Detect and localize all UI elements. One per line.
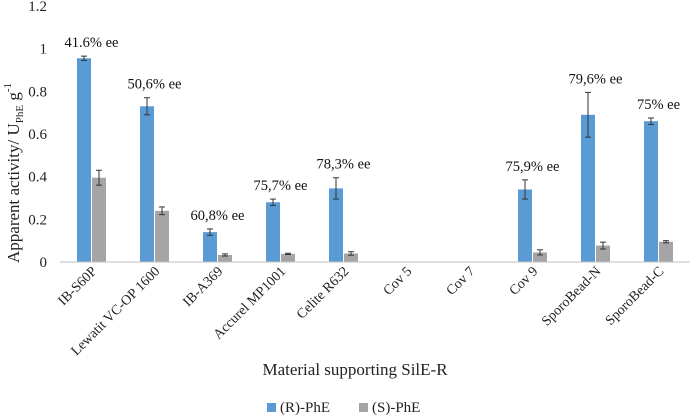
y-tick-label: 0.2	[28, 212, 47, 228]
ee-annotation: 60,8% ee	[191, 208, 245, 224]
x-axis-title: Material supporting SilE-R	[262, 360, 448, 379]
y-tick-label: 0.6	[28, 127, 47, 143]
ee-annotation: 50,6% ee	[128, 77, 182, 93]
legend-swatch-s-phe	[359, 403, 368, 412]
y-axis-title: Apparent activity/ UPhE g-1	[2, 83, 26, 263]
ee-annotation: 41.6% ee	[65, 35, 119, 51]
bar-s-phe	[281, 253, 295, 262]
ee-annotation: 75,9% ee	[506, 159, 560, 175]
bar-r-phe	[581, 114, 595, 262]
bar-r-phe	[203, 232, 217, 262]
category-label: SporoBead-N	[539, 264, 604, 329]
y-tick-label: 1.2	[28, 0, 47, 15]
category-label: Cov 9	[507, 264, 542, 299]
y-tick-label: 1	[40, 42, 48, 58]
y-tick-label: 0	[40, 255, 48, 271]
legend-label-r-phe: (R)-PhE	[280, 400, 330, 416]
category-label: IB-S60P	[56, 264, 101, 309]
category-label: Celite R632	[294, 264, 352, 322]
category-label: SporoBead-C	[603, 264, 668, 329]
bar-r-phe	[140, 106, 154, 263]
bar-r-phe	[644, 121, 658, 262]
category-label: Cov 7	[444, 264, 479, 299]
ee-annotation: 75% ee	[637, 97, 680, 113]
category-label: IB-A369	[181, 264, 227, 310]
bar-r-phe	[518, 189, 532, 262]
legend-swatch-r-phe	[267, 403, 276, 412]
bar-s-phe	[659, 241, 673, 262]
bar-s-phe	[344, 253, 358, 262]
bar-s-phe	[533, 252, 547, 262]
bar-s-phe	[218, 254, 232, 262]
y-tick-label: 0.8	[28, 84, 47, 100]
bar-s-phe	[92, 177, 106, 262]
legend-label-s-phe: (S)-PhE	[372, 400, 420, 416]
bar-r-phe	[266, 202, 280, 262]
y-tick-label: 0.4	[28, 170, 47, 186]
ee-annotation: 78,3% ee	[317, 157, 371, 173]
legend: (R)-PhE (S)-PhE	[267, 400, 420, 416]
bar-r-phe	[329, 188, 343, 262]
ee-annotation: 79,6% ee	[569, 71, 623, 87]
bar-r-phe	[77, 58, 91, 263]
category-label: Cov 5	[381, 264, 416, 299]
ee-annotation: 75,7% ee	[254, 178, 308, 194]
bar-s-phe	[596, 245, 610, 262]
bar-s-phe	[155, 210, 169, 262]
